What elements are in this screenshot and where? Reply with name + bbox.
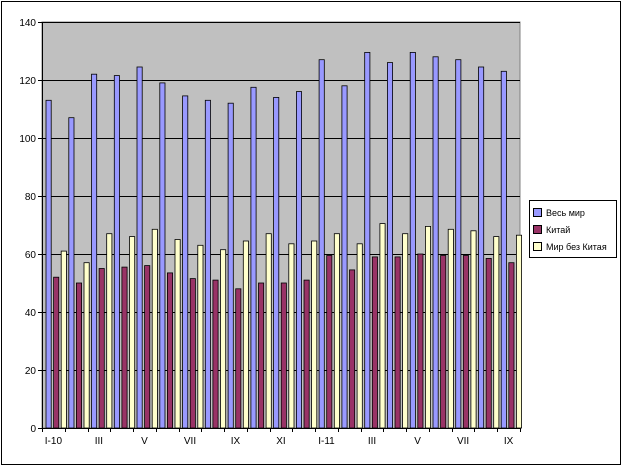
bar — [242, 240, 249, 429]
bar — [409, 52, 416, 429]
bar — [91, 73, 98, 429]
legend-label-world: Весь мир — [546, 207, 585, 218]
bar — [432, 56, 439, 429]
bar — [371, 256, 378, 429]
x-tick-label: V — [414, 436, 421, 447]
legend-item-china: Китай — [533, 221, 616, 238]
bar — [280, 282, 287, 429]
y-tick-label: 120 — [19, 76, 36, 87]
bar — [356, 243, 363, 429]
bar — [189, 278, 196, 429]
bar — [470, 230, 477, 429]
bar — [516, 234, 523, 429]
bar — [386, 62, 393, 429]
bar — [341, 85, 348, 429]
bar — [235, 288, 242, 429]
bar — [113, 75, 120, 429]
x-tick-label: III — [368, 436, 376, 447]
y-tick-label: 80 — [25, 192, 37, 203]
legend-label-china: Китай — [546, 224, 571, 235]
bar — [508, 262, 515, 429]
bar — [447, 228, 454, 429]
bar — [197, 244, 204, 429]
y-tick-label: 40 — [25, 308, 37, 319]
bar — [53, 276, 60, 429]
bar — [311, 240, 318, 429]
x-tick-label: IX — [231, 436, 241, 447]
x-tick-label: I-10 — [45, 436, 63, 447]
bar — [204, 99, 211, 429]
bar — [250, 86, 257, 429]
x-tick-label: VII — [457, 436, 469, 447]
y-tick-label: 0 — [30, 424, 36, 435]
bar — [364, 52, 371, 429]
bar — [121, 266, 128, 429]
legend-item-world-ex-china: Мир без Китая — [533, 238, 616, 255]
legend-item-world: Весь мир — [533, 204, 616, 221]
bar — [493, 236, 500, 429]
bar — [417, 253, 424, 429]
bar — [45, 99, 52, 429]
bar — [288, 243, 295, 429]
bar — [174, 239, 181, 429]
bar — [258, 282, 265, 429]
y-tick-label: 60 — [25, 250, 37, 261]
bar — [424, 225, 431, 429]
x-tick-label: V — [141, 436, 148, 447]
x-tick-label: III — [95, 436, 103, 447]
bar — [166, 272, 173, 429]
legend-label-world-ex-china: Мир без Китая — [546, 241, 607, 252]
bar — [159, 82, 166, 429]
bar — [455, 59, 462, 429]
bar — [83, 262, 90, 429]
legend-swatch-china — [533, 225, 542, 234]
bar — [485, 257, 492, 429]
bar — [212, 279, 219, 429]
bar — [379, 223, 386, 429]
bar — [440, 255, 447, 429]
bar — [129, 236, 136, 429]
bar — [220, 249, 227, 429]
bar — [144, 265, 151, 429]
legend-swatch-world-ex-china — [533, 242, 542, 251]
bar — [151, 228, 158, 429]
x-tick-label: XI — [276, 436, 285, 447]
bar — [394, 256, 401, 429]
legend: Весь мир Китай Мир без Китая — [529, 200, 617, 258]
x-tick-label: I-11 — [318, 436, 335, 447]
bar — [500, 70, 507, 429]
bar — [273, 97, 280, 429]
bar — [295, 91, 302, 429]
bar — [326, 255, 333, 429]
y-tick-label: 20 — [25, 366, 37, 377]
bar — [318, 59, 325, 429]
x-tick-label: VII — [184, 436, 196, 447]
bar — [68, 117, 75, 429]
legend-swatch-world — [533, 208, 542, 217]
bar — [265, 233, 272, 429]
bar — [227, 102, 234, 429]
bar — [462, 255, 469, 429]
bar — [478, 66, 485, 429]
y-tick-label: 100 — [19, 134, 36, 145]
bar — [333, 233, 340, 429]
bar — [349, 269, 356, 429]
bar — [76, 282, 83, 429]
bar — [106, 233, 113, 429]
bar — [182, 95, 189, 429]
y-tick-label: 140 — [19, 18, 36, 29]
bar — [402, 233, 409, 429]
bar — [60, 250, 67, 429]
bar — [136, 66, 143, 429]
bar — [303, 279, 310, 429]
x-tick-label: IX — [504, 436, 514, 447]
bar — [98, 268, 105, 429]
